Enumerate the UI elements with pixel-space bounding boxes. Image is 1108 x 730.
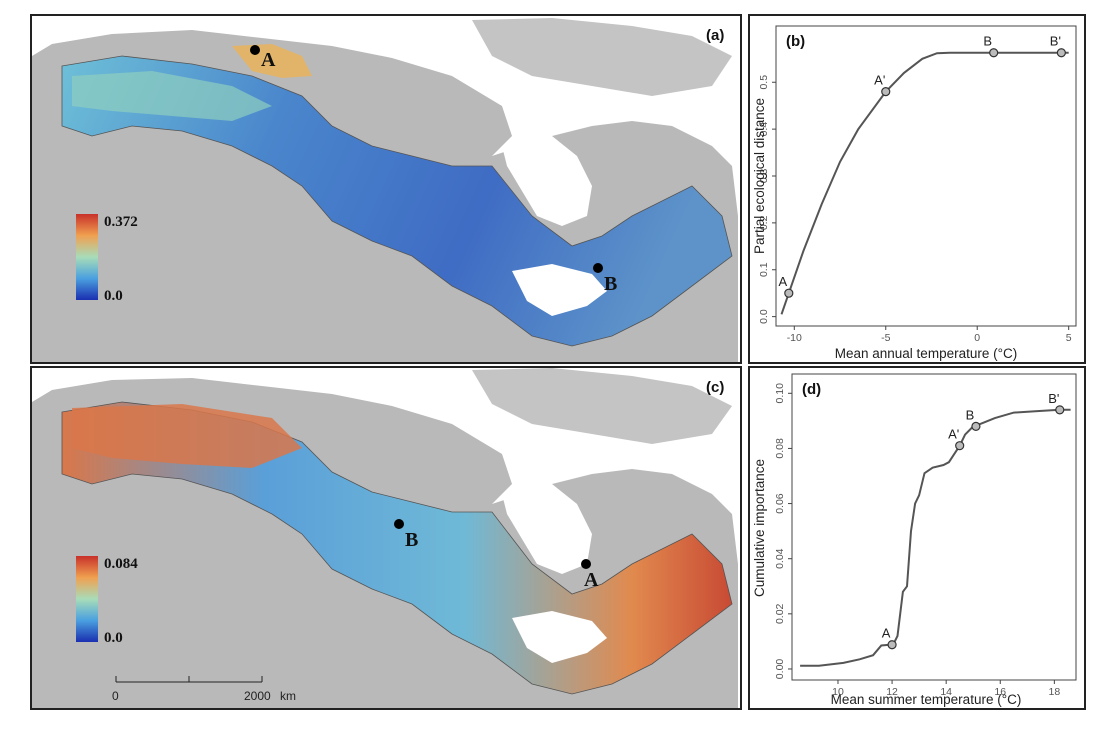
chart-panel-b: (b) -10 -5 0 5 0.0 0.1 0.2 0.3 0.4 0.5 A A' B B' Mea… [748, 14, 1086, 364]
x-tick-label: 14 [940, 686, 952, 698]
colorbar-c-max: 0.084 [104, 556, 138, 572]
map-panel-a: 0.372 0.0 A B (a) [30, 14, 742, 364]
point-a-label: A [778, 274, 787, 289]
y-tick-label: 0.4 [758, 122, 770, 137]
y-tick-label: 0.08 [774, 438, 786, 459]
colorbar-a-max: 0.372 [104, 214, 138, 230]
panel-b-label: (b) [786, 33, 805, 50]
point-a-label: A [882, 626, 891, 641]
point-a-prime-marker [955, 441, 965, 451]
panel-d-label: (d) [802, 381, 821, 398]
point-a-prime-label: A' [874, 73, 885, 88]
arctic-islands [472, 18, 732, 96]
x-tick-label: 12 [886, 686, 898, 698]
y-axis-label: Partial ecological distance [752, 98, 767, 254]
point-b-prime-marker [1056, 48, 1066, 58]
point-b-label: B [604, 273, 617, 295]
colorbar-a [76, 214, 98, 300]
point-b-label: B [405, 529, 418, 551]
x-tick-label: -5 [881, 332, 890, 344]
y-tick-label: 0.0 [758, 309, 770, 324]
y-axis-label: Cumulative importance [752, 459, 767, 597]
y-tick-label: 0.1 [758, 262, 770, 277]
point-b-marker [989, 48, 999, 58]
y-tick-label: 0.06 [774, 493, 786, 514]
point-a-label: A [261, 49, 276, 71]
scale-bar-end: 2000 [244, 689, 271, 703]
warm-patch [72, 404, 302, 468]
plot-frame [791, 373, 1077, 681]
point-b-label: B [983, 34, 992, 49]
y-tick-label: 0.3 [758, 169, 770, 184]
colorbar-c [76, 556, 98, 642]
map-c-svg: 0.084 0.0 B A (c) 0 2000 km [32, 368, 738, 708]
series-line [800, 408, 1071, 667]
point-b-prime-marker [1055, 405, 1065, 415]
point-a-marker [250, 45, 260, 55]
point-a-marker [784, 288, 794, 298]
mid-patch [72, 71, 272, 121]
x-axis-label: Mean summer temperature (°C) [831, 692, 1022, 707]
point-b-marker [593, 263, 603, 273]
chart-b-svg: (b) -10 -5 0 5 0.0 0.1 0.2 0.3 0.4 0.5 A A' B B' Mea… [752, 25, 1077, 361]
great-lakes [512, 611, 607, 663]
x-axis-label: Mean annual temperature (°C) [835, 346, 1018, 361]
chart-panel-d: (d) 10 12 14 16 18 0.00 0.02 0.04 0.06 0.08 0.10 A… [748, 366, 1086, 710]
x-tick-label: 18 [1049, 686, 1061, 698]
x-tick-label: 0 [974, 332, 980, 344]
y-tick-label: 0.00 [774, 659, 786, 680]
panel-a-label: (a) [706, 27, 724, 44]
panel-c-label: (c) [706, 379, 724, 396]
x-tick-label: 10 [832, 686, 844, 698]
colorbar-a-min: 0.0 [104, 288, 123, 304]
great-lakes [512, 264, 607, 316]
point-a-prime-label: A' [948, 427, 959, 442]
y-tick-label: 0.04 [774, 548, 786, 569]
map-a-svg: 0.372 0.0 A B (a) [32, 18, 738, 362]
arctic-islands [472, 368, 732, 444]
y-tick-label: 0.02 [774, 603, 786, 624]
point-b-marker [971, 421, 981, 431]
series-line [780, 51, 1069, 315]
point-a-label: A [584, 569, 599, 591]
point-b-label: B [966, 407, 975, 422]
point-b-prime-label: B' [1048, 391, 1059, 406]
scale-bar-unit: km [280, 689, 296, 703]
colorbar-c-min: 0.0 [104, 630, 123, 646]
x-tick-label: -10 [787, 332, 802, 344]
point-a-marker [581, 559, 591, 569]
plot-frame [775, 25, 1077, 327]
map-panel-c: 0.084 0.0 B A (c) 0 2000 km [30, 366, 742, 710]
point-b-marker [394, 519, 404, 529]
y-tick-label: 0.5 [758, 75, 770, 90]
y-tick-label: 0.10 [774, 383, 786, 404]
point-a-marker [887, 640, 897, 650]
y-tick-label: 0.2 [758, 215, 770, 230]
hudson-bay [502, 134, 592, 226]
x-tick-label: 16 [994, 686, 1006, 698]
scale-bar [115, 676, 263, 683]
point-b-prime-label: B' [1050, 34, 1061, 49]
hudson-bay [502, 482, 592, 574]
chart-d-svg: (d) 10 12 14 16 18 0.00 0.02 0.04 0.06 0.08 0.10 A… [752, 373, 1077, 707]
scale-bar-start: 0 [112, 689, 119, 703]
point-a-prime-marker [881, 87, 891, 97]
x-tick-label: 5 [1066, 332, 1072, 344]
